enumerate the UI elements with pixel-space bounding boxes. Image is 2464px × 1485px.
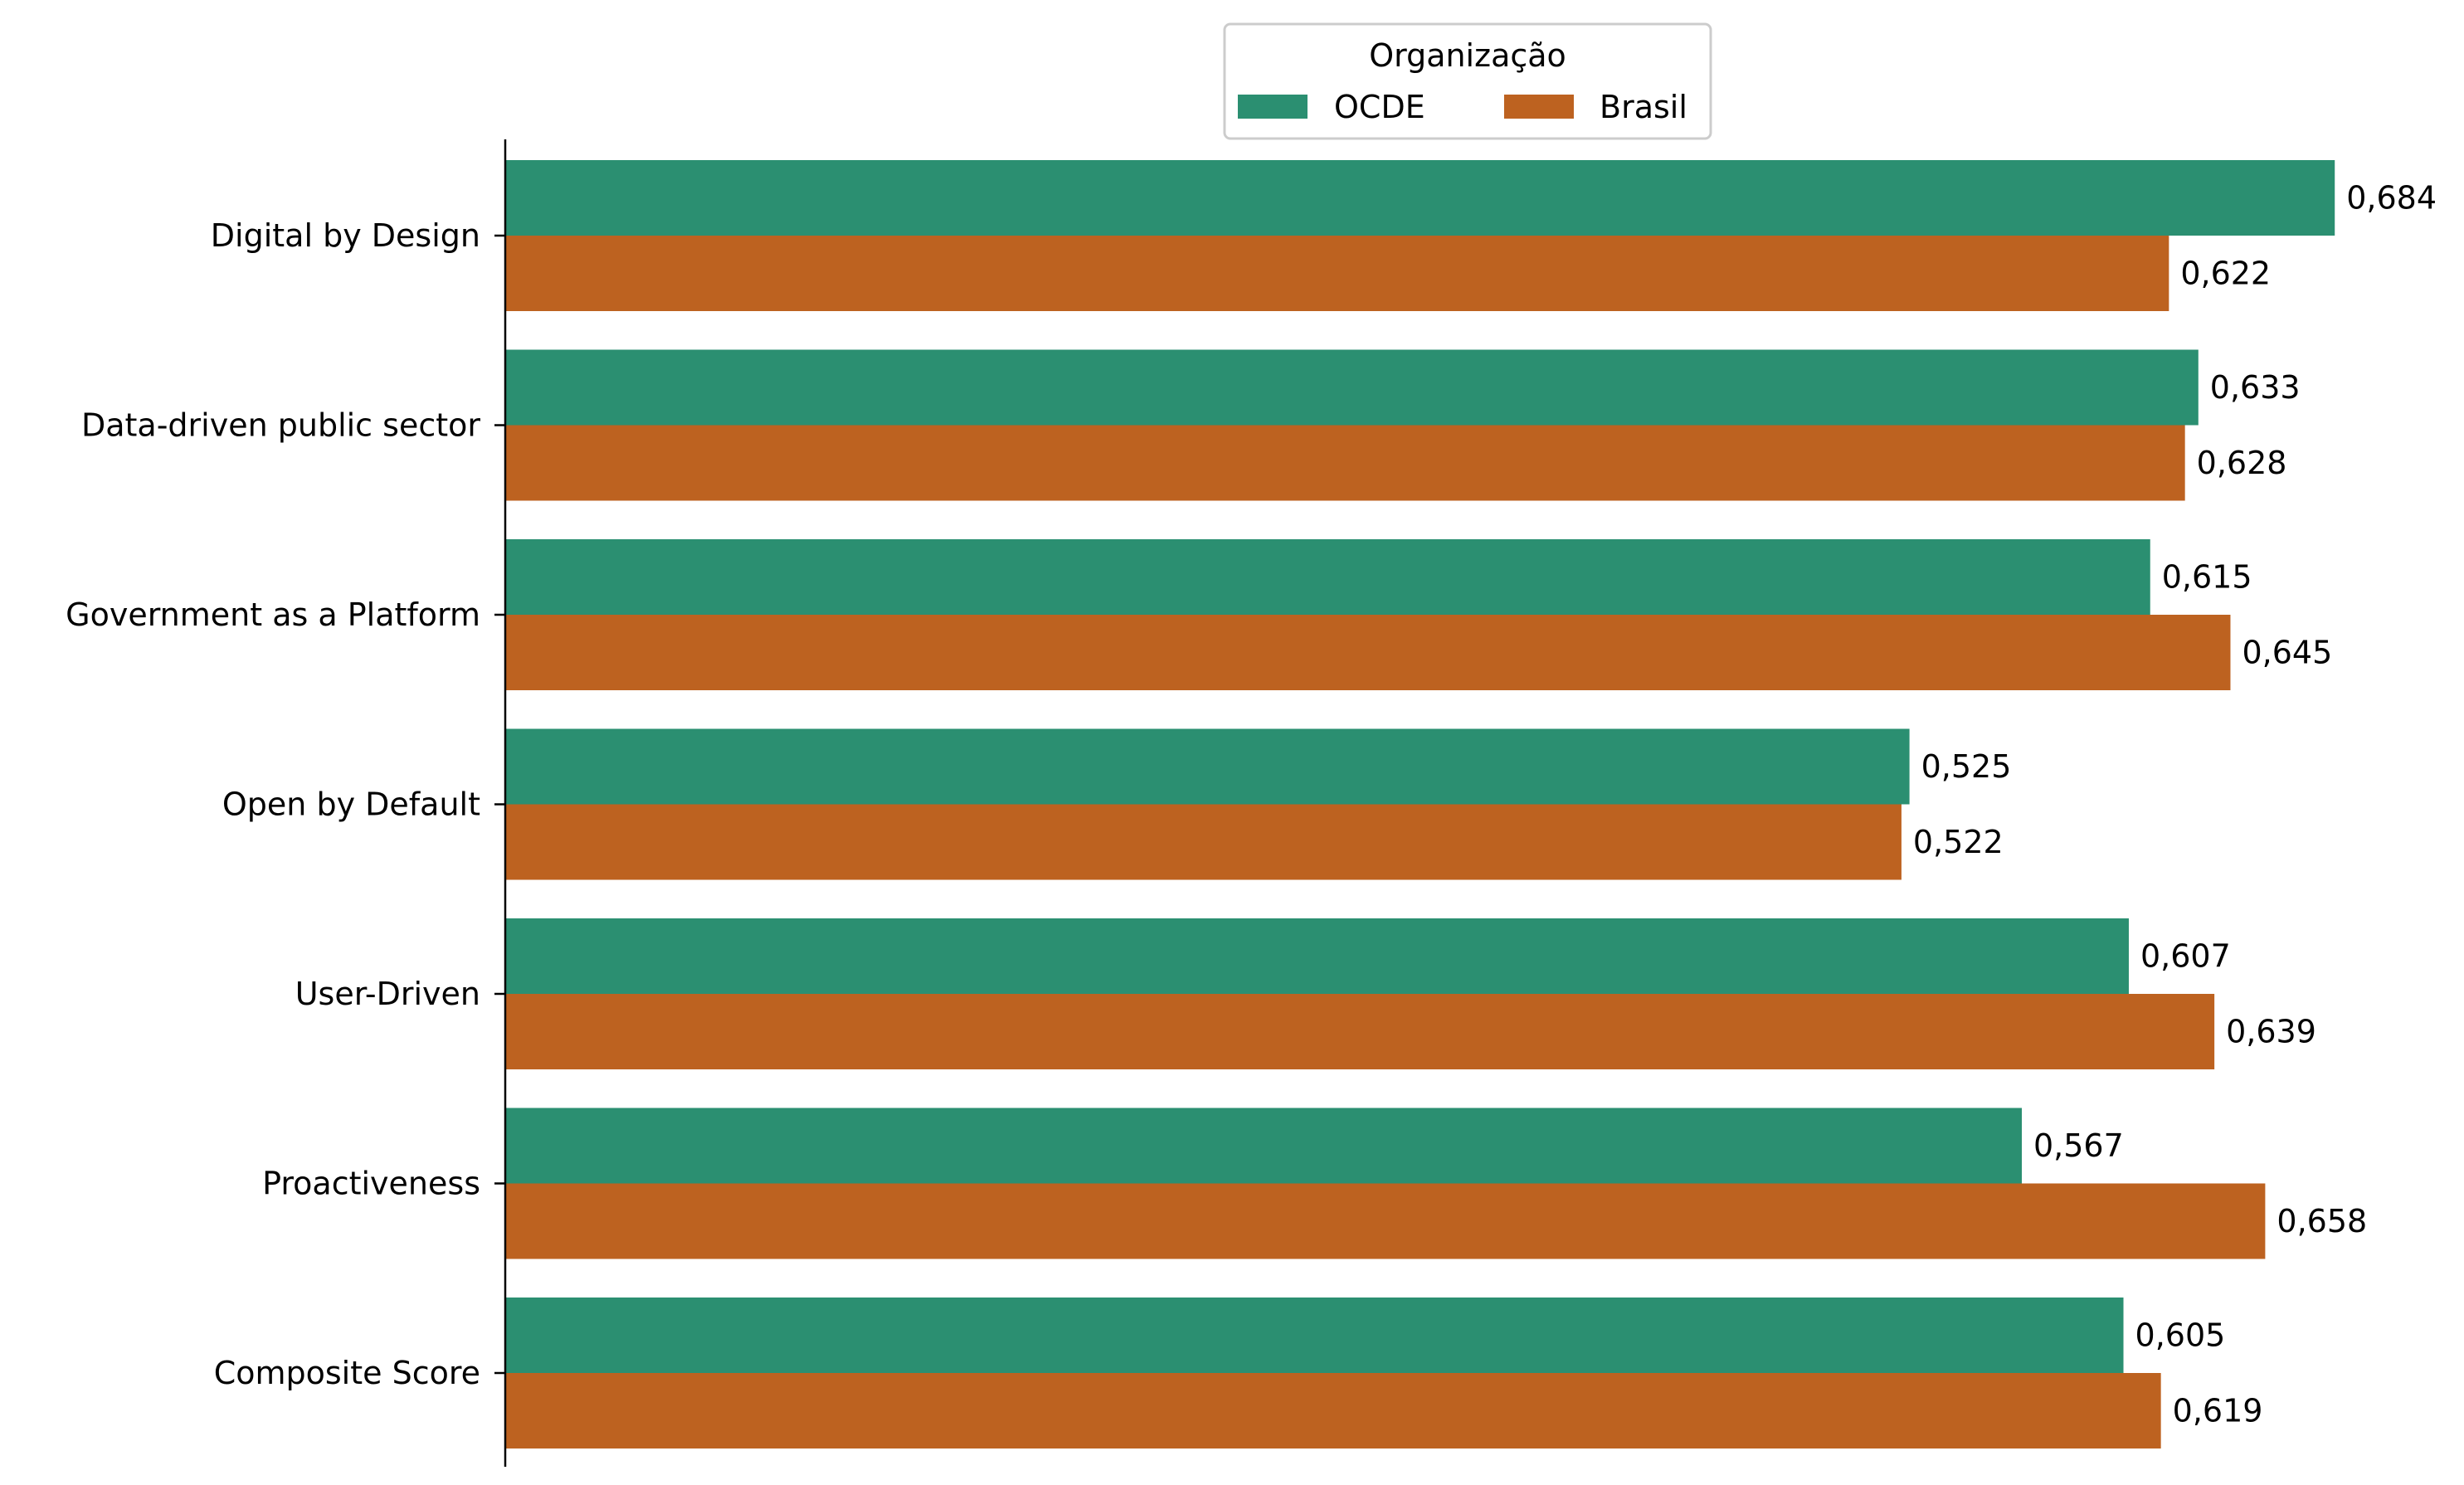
bar-ocde-proactiveness [505, 1108, 2023, 1184]
y-tick-label-user-driven: User-Driven [295, 976, 480, 1012]
bar-brasil-digital-by-design [505, 236, 2169, 311]
legend-label-brasil: Brasil [1600, 89, 1687, 125]
y-tick-label-composite-score: Composite Score [214, 1355, 480, 1391]
legend-label-ocde: OCDE [1334, 89, 1425, 125]
y-tick-label-open-by-default: Open by Default [222, 786, 480, 823]
data-label-ocde-data-driven-public-sector: 0,633 [2210, 369, 2301, 406]
bars-layer [505, 160, 2335, 1448]
legend: Organização OCDE Brasil [1223, 22, 1712, 140]
legend-swatch-ocde [1238, 95, 1307, 119]
bar-ocde-user-driven [505, 918, 2129, 994]
y-axis: Digital by Design Data-driven public sect… [66, 139, 507, 1467]
data-label-brasil-proactiveness: 0,658 [2277, 1203, 2367, 1239]
data-label-brasil-open-by-default: 0,522 [1913, 824, 2004, 860]
bar-brasil-data-driven-public-sector [505, 425, 2185, 501]
bar-ocde-composite-score [505, 1298, 2124, 1373]
bar-brasil-open-by-default [505, 804, 1902, 880]
data-label-brasil-user-driven: 0,639 [2226, 1014, 2316, 1050]
data-label-ocde-proactiveness: 0,567 [2033, 1127, 2124, 1164]
data-label-brasil-digital-by-design: 0,622 [2180, 256, 2271, 292]
data-label-ocde-digital-by-design: 0,684 [2346, 180, 2437, 217]
y-tick-label-proactiveness: Proactiveness [262, 1166, 480, 1202]
data-label-ocde-composite-score: 0,605 [2135, 1317, 2226, 1354]
bar-brasil-user-driven [505, 994, 2215, 1069]
bar-brasil-proactiveness [505, 1183, 2266, 1259]
y-tick-label-data-driven-public-sector: Data-driven public sector [81, 407, 480, 444]
bar-ocde-open-by-default [505, 728, 1910, 805]
data-label-ocde-open-by-default: 0,525 [1921, 748, 2012, 785]
y-tick-label-digital-by-design: Digital by Design [211, 217, 480, 254]
bar-ocde-government-as-a-platform [505, 539, 2150, 615]
labels-layer: 0,684 0,622 0,633 0,628 0,615 0,645 0,525 0,522… [1913, 180, 2437, 1429]
legend-frame [1223, 22, 1712, 140]
data-label-brasil-composite-score: 0,619 [2173, 1393, 2263, 1429]
legend-swatch-brasil [1504, 95, 1574, 119]
data-label-ocde-government-as-a-platform: 0,615 [2162, 559, 2252, 596]
bar-brasil-composite-score [505, 1373, 2161, 1448]
y-tick-label-government-as-a-platform: Government as a Platform [66, 596, 480, 633]
bar-brasil-government-as-a-platform [505, 615, 2231, 690]
data-label-brasil-data-driven-public-sector: 0,628 [2197, 445, 2287, 481]
bar-ocde-digital-by-design [505, 160, 2335, 236]
data-label-ocde-user-driven: 0,607 [2140, 938, 2231, 975]
bar-ocde-data-driven-public-sector [505, 349, 2199, 426]
data-label-brasil-government-as-a-platform: 0,645 [2242, 635, 2332, 671]
legend-title: Organização [1369, 37, 1566, 74]
